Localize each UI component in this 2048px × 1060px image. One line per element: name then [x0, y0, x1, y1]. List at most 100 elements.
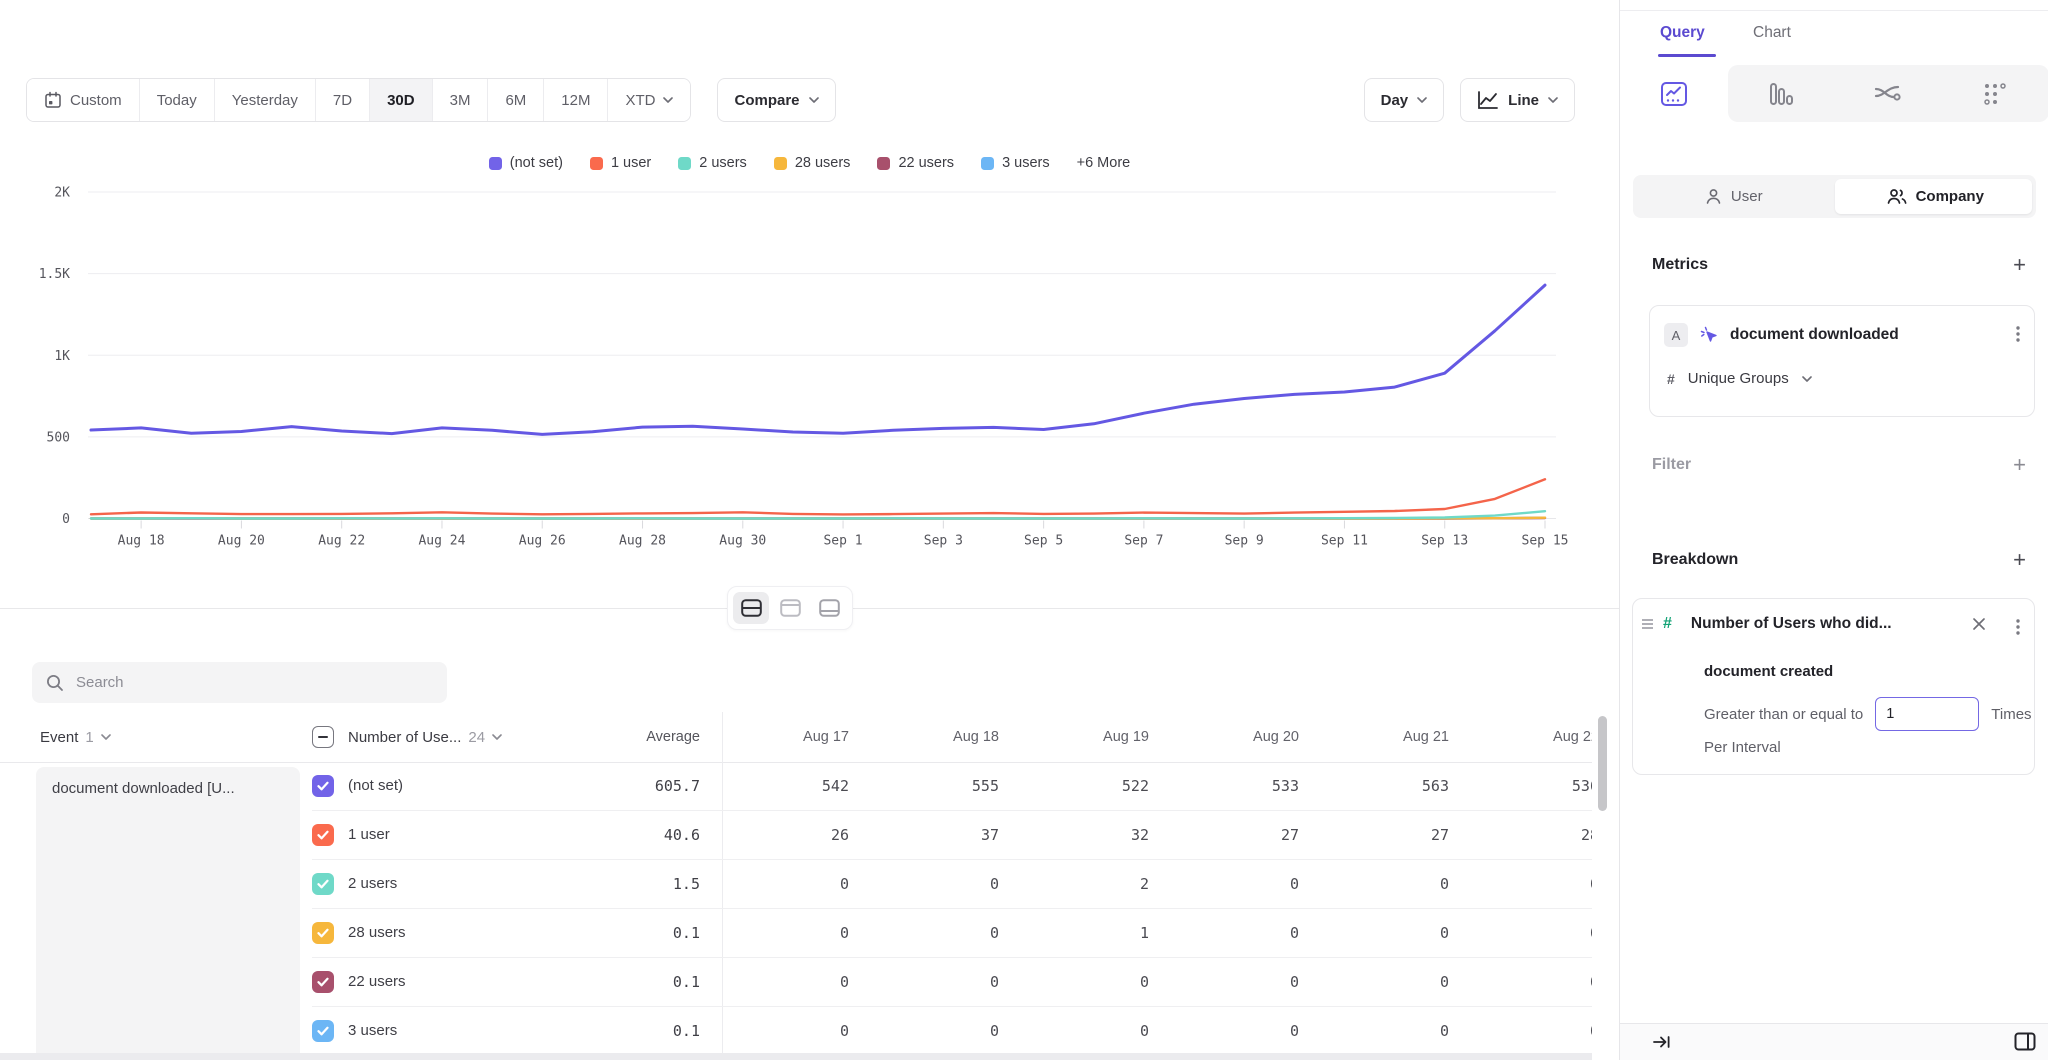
drag-handle-icon[interactable] — [1641, 618, 1654, 630]
collapse-panel-button[interactable] — [1650, 1031, 1674, 1056]
svg-text:1K: 1K — [54, 349, 70, 364]
search-input[interactable] — [74, 673, 433, 692]
legend-swatch — [773, 156, 787, 170]
row-checkbox[interactable] — [312, 824, 334, 846]
table-header: Event 1 Number of Use... 24 Average — [0, 712, 1592, 762]
range-button-30d[interactable]: 30D — [370, 79, 433, 121]
series-column-header[interactable]: Number of Use... 24 — [348, 712, 502, 762]
bottom-pane-button[interactable] — [811, 592, 847, 624]
horizontal-scrollbar[interactable] — [0, 1053, 1592, 1060]
chart-type-line-option[interactable] — [1620, 65, 1727, 122]
row-checkbox[interactable] — [312, 922, 334, 944]
line-chart[interactable]: 0 500 1K 1.5K 2K Aug 18 Aug 20 Aug 22 Aug 24 Aug … — [0, 180, 1619, 552]
condition-label[interactable]: Greater than or equal to — [1704, 705, 1864, 723]
vertical-scrollbar[interactable] — [1598, 716, 1607, 811]
row-checkbox[interactable] — [312, 873, 334, 895]
per-interval-label[interactable]: Per Interval — [1704, 739, 1781, 756]
table-scroll-area[interactable]: Aug 17 Aug 18 Aug 19 Aug 20 Aug 21 Aug 22 542… — [757, 712, 1592, 1060]
event-count: 1 — [85, 728, 94, 746]
svg-text:Aug 26: Aug 26 — [519, 534, 566, 549]
row-average: 0.1 — [672, 973, 700, 991]
remove-breakdown-button[interactable] — [1968, 613, 1990, 638]
chart-type-flow-option[interactable] — [1834, 65, 1941, 122]
value-cell: 0 — [1507, 1007, 1592, 1056]
legend-item[interactable]: 3 users — [981, 155, 1050, 171]
compare-button[interactable]: Compare — [717, 78, 836, 122]
value-cell: 563 — [1421, 777, 1449, 795]
legend-item[interactable]: 1 user — [589, 155, 652, 171]
range-label: 3M — [449, 91, 471, 109]
event-header-label: Event — [40, 728, 79, 746]
row-checkbox[interactable] — [312, 971, 334, 993]
chart-type-button[interactable]: Line — [1460, 78, 1575, 122]
breakdown-card[interactable]: # Number of Users who did... document cr… — [1632, 598, 2035, 775]
tab-chart[interactable]: Chart — [1753, 24, 1791, 41]
value-cell: 27 — [1280, 826, 1299, 844]
breakdown-section-header: Breakdown + — [1652, 547, 2026, 572]
side-panel-toggle-button[interactable] — [2012, 1030, 2038, 1056]
range-button-7d[interactable]: 7D — [315, 79, 371, 121]
date-column-header: Aug 22 — [1553, 729, 1592, 745]
legend-item[interactable]: 28 users — [773, 155, 850, 171]
value-cell: 0 — [839, 875, 849, 893]
series-count: 24 — [468, 728, 486, 746]
row-checkbox[interactable] — [312, 775, 334, 797]
add-breakdown-button[interactable]: + — [2013, 547, 2026, 572]
legend-item[interactable]: (not set) — [488, 155, 563, 171]
breakdown-event-name[interactable]: document created — [1704, 663, 1834, 680]
value-cell: 28 — [1580, 826, 1592, 844]
chart-type-bar-option[interactable] — [1727, 65, 1834, 122]
metric-card[interactable]: A document downloaded # Unique Groups — [1649, 305, 2035, 417]
select-all-checkbox[interactable] — [312, 726, 334, 748]
kebab-icon — [2016, 326, 2020, 342]
svg-text:Sep 5: Sep 5 — [1024, 534, 1063, 549]
breakdown-card-row: # Number of Users who did... — [1641, 615, 1892, 633]
interval-button[interactable]: Day — [1363, 78, 1445, 122]
table-column-divider — [722, 712, 723, 1060]
range-button-yesterday[interactable]: Yesterday — [214, 79, 316, 121]
tab-query[interactable]: Query — [1660, 24, 1705, 41]
toggle-option-user[interactable]: User — [1633, 175, 1835, 218]
legend-label: 1 user — [610, 155, 652, 171]
value-cell: 0 — [1289, 875, 1299, 893]
range-button-12m[interactable]: 12M — [544, 79, 609, 121]
top-pane-button[interactable] — [772, 592, 808, 624]
svg-text:500: 500 — [47, 430, 70, 445]
legend-more-button[interactable]: +6 More — [1076, 155, 1131, 171]
metrics-title: Metrics — [1652, 256, 1709, 273]
legend-item[interactable]: 2 users — [678, 155, 747, 171]
value-cell: 0 — [1139, 1022, 1149, 1040]
breakdown-menu-button[interactable] — [2012, 615, 2024, 642]
range-button-6m[interactable]: 6M — [488, 79, 545, 121]
search-box — [32, 662, 447, 703]
times-value-input[interactable] — [1875, 697, 1980, 731]
value-cell: 536 — [1571, 777, 1592, 795]
row-label: 2 users — [348, 875, 398, 892]
check-icon — [317, 781, 329, 791]
svg-text:Aug 30: Aug 30 — [719, 534, 766, 549]
chevron-down-icon — [100, 734, 111, 740]
range-button-xtd[interactable]: XTD — [608, 79, 691, 121]
hash-icon: # — [1667, 370, 1675, 387]
measure-label: Unique Groups — [1687, 370, 1789, 387]
event-cell[interactable]: document downloaded [U... — [36, 767, 300, 1060]
add-metric-button[interactable]: + — [2013, 252, 2026, 277]
chart-type-matrix-option[interactable] — [1941, 65, 2048, 122]
interval-label: Day — [1380, 91, 1409, 109]
table-row: 22 users 0.1 — [312, 958, 757, 1007]
range-label: 30D — [387, 91, 415, 109]
flow-chart-icon — [1874, 85, 1901, 101]
measure-selector[interactable]: # Unique Groups — [1667, 370, 1812, 387]
split-view-button[interactable] — [733, 592, 769, 624]
toggle-option-company[interactable]: Company — [1835, 175, 2037, 218]
row-checkbox[interactable] — [312, 1020, 334, 1042]
legend-item[interactable]: 22 users — [877, 155, 954, 171]
add-filter-button[interactable]: + — [2013, 452, 2026, 477]
range-button-custom[interactable]: Custom — [27, 79, 140, 121]
range-button-3m[interactable]: 3M — [432, 79, 489, 121]
event-column-header[interactable]: Event 1 — [40, 712, 111, 762]
chart-controls: Day Line — [1363, 78, 1575, 122]
table-row: 1 user 40.6 — [312, 811, 757, 860]
range-button-today[interactable]: Today — [139, 79, 215, 121]
metric-menu-button[interactable] — [2012, 322, 2024, 349]
